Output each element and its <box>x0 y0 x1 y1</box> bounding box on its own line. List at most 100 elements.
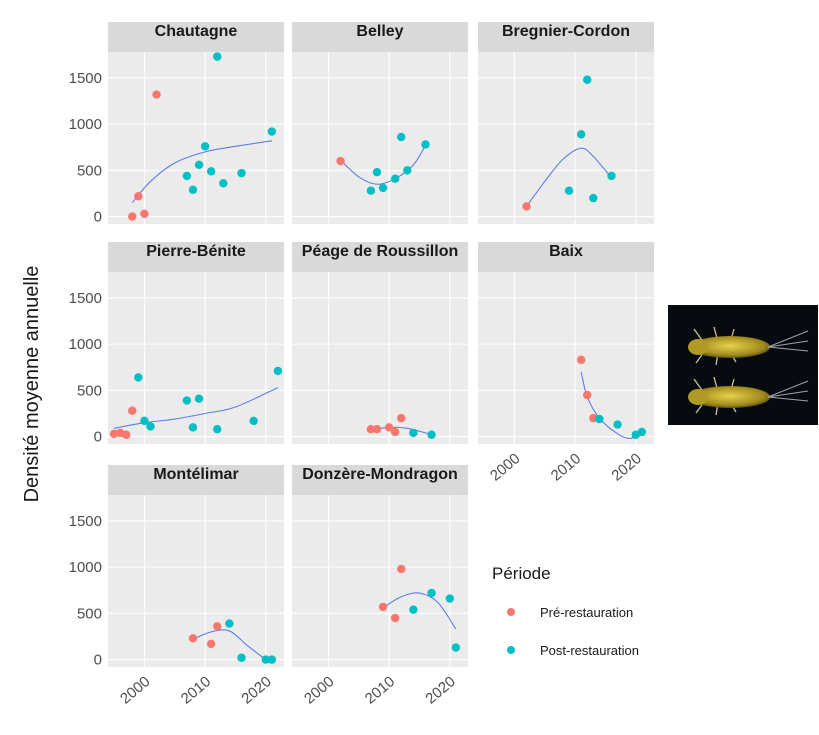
panel-strip <box>108 22 284 52</box>
y-tick-label: 0 <box>94 652 102 669</box>
y-tick-label: 1500 <box>69 513 102 530</box>
data-point-post <box>188 185 198 194</box>
panel-strip <box>292 465 468 495</box>
data-point-post <box>409 428 418 438</box>
data-point-post <box>583 75 592 84</box>
panel-background <box>478 272 654 444</box>
x-tick-label: 2010 <box>178 673 214 707</box>
data-point-post <box>140 416 149 426</box>
y-tick-label: 1000 <box>69 559 102 576</box>
data-point-pre <box>122 430 131 439</box>
panel-strip <box>478 22 654 52</box>
panel-7: Donzère-Mondragon 2000 2010 2020 <box>292 465 468 708</box>
x-tick-label: 2020 <box>608 450 644 484</box>
data-point-pre <box>128 406 137 415</box>
data-point-post <box>267 655 277 664</box>
y-tick-label: 500 <box>77 605 102 622</box>
x-tick-label: 2010 <box>548 450 584 484</box>
data-point-pre <box>336 156 345 166</box>
data-point-post <box>409 605 418 614</box>
panel-background <box>478 52 654 224</box>
data-point-post <box>134 373 143 382</box>
data-point-post <box>237 168 246 178</box>
data-point-pre <box>152 90 161 99</box>
y-axis-label: Densité moyenne annuelle <box>21 266 43 503</box>
nymph-0 <box>688 326 809 366</box>
legend: Période Pré-restauration Post-restaurati… <box>492 564 639 658</box>
smooth-line <box>340 145 426 185</box>
data-point-post <box>267 127 277 136</box>
data-point-post <box>219 179 228 188</box>
data-point-pre <box>134 192 143 201</box>
x-tick-label: 2000 <box>117 673 153 707</box>
data-point-post <box>427 430 436 439</box>
data-point-pre <box>213 622 222 631</box>
panel-background <box>292 272 468 444</box>
data-point-post <box>451 643 461 652</box>
panel-background <box>292 495 468 667</box>
data-point-post <box>206 167 216 176</box>
data-point-post <box>403 166 412 175</box>
panel-0: Chautagne 0 500 1000 1500 <box>69 22 284 226</box>
data-point-post <box>564 186 574 195</box>
data-point-post <box>445 594 454 603</box>
y-tick-label: 500 <box>77 162 102 179</box>
panel-title: Bregnier-Cordon <box>502 23 630 40</box>
data-point-pre <box>576 355 586 365</box>
panel-title: Baix <box>549 243 583 260</box>
x-tick-label: 2020 <box>422 673 458 707</box>
panel-title: Chautagne <box>155 23 238 40</box>
data-point-post <box>397 132 406 142</box>
data-point-post <box>182 396 192 405</box>
data-point-post <box>366 186 376 195</box>
panel-title: Donzère-Mondragon <box>302 466 458 483</box>
y-tick-label: 1000 <box>69 336 102 353</box>
data-point-pre <box>206 639 216 649</box>
data-point-pre <box>372 425 382 434</box>
panel-2: Bregnier-Cordon <box>478 22 654 224</box>
data-point-post <box>261 655 270 664</box>
data-point-post <box>213 425 222 434</box>
data-point-post <box>607 171 616 181</box>
data-point-post <box>613 420 622 429</box>
nymph-1 <box>688 376 809 416</box>
data-point-pre <box>128 212 137 221</box>
panel-strip <box>478 242 654 272</box>
x-tick-label: 2000 <box>301 673 337 707</box>
panel-6: Montélimar 0 500 1000 1500 2000 2010 2020 <box>69 465 284 708</box>
panel-3: Pierre-Bénite 0 500 1000 1500 <box>69 242 284 446</box>
legend-label-pre: Pré-restauration <box>540 605 633 620</box>
panel-strip <box>292 22 468 52</box>
data-point-post <box>194 160 204 170</box>
mayfly-nymph-photo <box>668 305 818 425</box>
data-point-pre <box>378 602 388 612</box>
data-point-post <box>182 171 192 181</box>
data-point-pre <box>522 202 531 211</box>
data-point-pre <box>188 634 198 643</box>
panel-strip <box>108 242 284 272</box>
smooth-line <box>131 140 272 204</box>
data-point-pre <box>390 427 400 437</box>
data-point-post <box>378 183 388 193</box>
data-point-post <box>372 168 382 177</box>
data-point-pre <box>140 209 149 219</box>
data-point-post <box>237 653 246 662</box>
y-tick-label: 500 <box>77 382 102 399</box>
panel-strip <box>108 465 284 495</box>
panels: Chautagne 0 500 1000 1500 Belley Bregnier-Cord… <box>69 22 654 708</box>
panel-title: Belley <box>356 23 403 40</box>
data-point-post <box>200 142 210 151</box>
x-tick-label: 2020 <box>238 673 274 707</box>
data-point-post <box>589 193 598 203</box>
data-point-pre <box>583 390 592 400</box>
data-point-post <box>213 52 222 61</box>
data-point-post <box>390 174 400 183</box>
y-tick-label: 0 <box>94 429 102 446</box>
x-tick-label: 2000 <box>487 450 523 484</box>
data-point-post <box>421 140 430 149</box>
data-point-post <box>225 619 234 628</box>
data-point-post <box>576 130 586 139</box>
panel-title: Pierre-Bénite <box>146 243 246 260</box>
y-tick-label: 1000 <box>69 116 102 133</box>
legend-key-post <box>507 646 515 654</box>
